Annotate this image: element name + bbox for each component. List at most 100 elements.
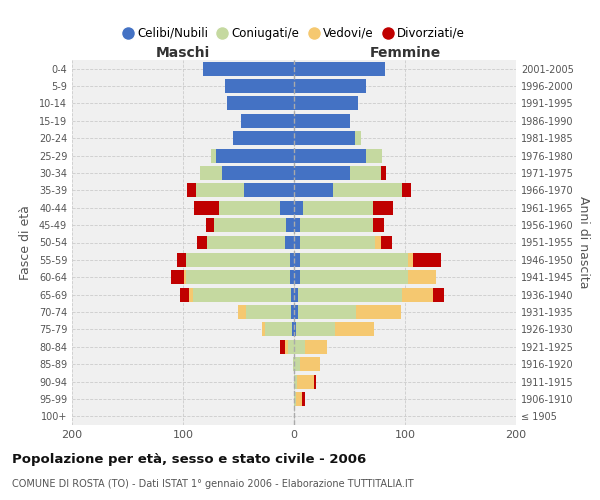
Bar [294,270,299,284]
Bar [409,270,436,284]
Bar [355,132,361,145]
Bar [294,305,298,319]
Bar [294,236,299,250]
Bar [299,236,375,250]
Bar [294,114,349,128]
Bar [285,340,289,353]
Text: COMUNE DI ROSTA (TO) - Dati ISTAT 1° gennaio 2006 - Elaborazione TUTTITALIA.IT: COMUNE DI ROSTA (TO) - Dati ISTAT 1° gen… [12,479,413,489]
Bar [280,201,294,214]
Bar [294,96,358,110]
Bar [298,288,401,302]
Bar [188,288,193,302]
Text: Femmine: Femmine [370,46,440,60]
Bar [335,322,374,336]
Bar [290,270,294,284]
Text: Popolazione per età, sesso e stato civile - 2006: Popolazione per età, sesso e stato civil… [12,452,366,466]
Bar [401,288,433,302]
Bar [294,357,299,371]
Bar [294,218,299,232]
Bar [294,288,298,302]
Bar [349,166,380,180]
Bar [178,253,187,267]
Bar [218,201,280,214]
Bar [262,322,265,336]
Bar [187,184,196,198]
Bar [294,374,298,388]
Bar [290,253,294,267]
Bar [298,305,356,319]
Bar [356,305,401,319]
Bar [214,218,286,232]
Bar [294,253,299,267]
Bar [413,253,440,267]
Bar [296,392,302,406]
Bar [246,305,290,319]
Bar [299,270,409,284]
Bar [194,201,218,214]
Bar [433,288,444,302]
Bar [294,201,303,214]
Bar [241,114,294,128]
Bar [217,148,294,162]
Bar [299,357,320,371]
Bar [401,184,410,198]
Bar [373,218,384,232]
Bar [227,96,294,110]
Bar [179,288,188,302]
Bar [292,322,294,336]
Bar [280,340,285,353]
Bar [238,305,246,319]
Bar [294,392,296,406]
Bar [293,357,294,371]
Bar [171,270,184,284]
Bar [225,79,294,93]
Bar [294,148,366,162]
Bar [222,166,294,180]
Bar [193,288,290,302]
Bar [294,79,366,93]
Bar [298,374,314,388]
Bar [187,253,290,267]
Bar [285,236,294,250]
Text: Maschi: Maschi [156,46,210,60]
Bar [233,132,294,145]
Bar [294,166,349,180]
Bar [290,305,294,319]
Bar [265,322,292,336]
Bar [375,236,380,250]
Bar [294,62,385,76]
Bar [296,322,335,336]
Bar [197,236,208,250]
Bar [299,218,373,232]
Bar [200,166,222,180]
Y-axis label: Fasce di età: Fasce di età [19,205,32,280]
Y-axis label: Anni di nascita: Anni di nascita [577,196,590,289]
Bar [380,236,392,250]
Bar [314,374,316,388]
Bar [294,132,355,145]
Bar [409,253,413,267]
Bar [187,270,290,284]
Bar [333,184,401,198]
Bar [302,392,305,406]
Bar [290,288,294,302]
Bar [305,340,328,353]
Bar [373,201,393,214]
Bar [184,270,187,284]
Bar [206,218,214,232]
Bar [196,184,244,198]
Bar [294,340,305,353]
Bar [208,236,285,250]
Bar [211,148,217,162]
Bar [299,253,409,267]
Bar [366,148,382,162]
Bar [203,62,294,76]
Bar [380,166,386,180]
Bar [289,340,294,353]
Bar [294,322,296,336]
Bar [244,184,294,198]
Bar [294,184,333,198]
Legend: Celibi/Nubili, Coniugati/e, Vedovi/e, Divorziati/e: Celibi/Nubili, Coniugati/e, Vedovi/e, Di… [118,22,470,44]
Bar [286,218,294,232]
Bar [303,201,373,214]
